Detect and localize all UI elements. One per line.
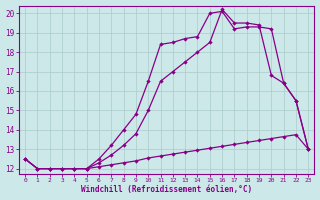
X-axis label: Windchill (Refroidissement éolien,°C): Windchill (Refroidissement éolien,°C): [81, 185, 252, 194]
